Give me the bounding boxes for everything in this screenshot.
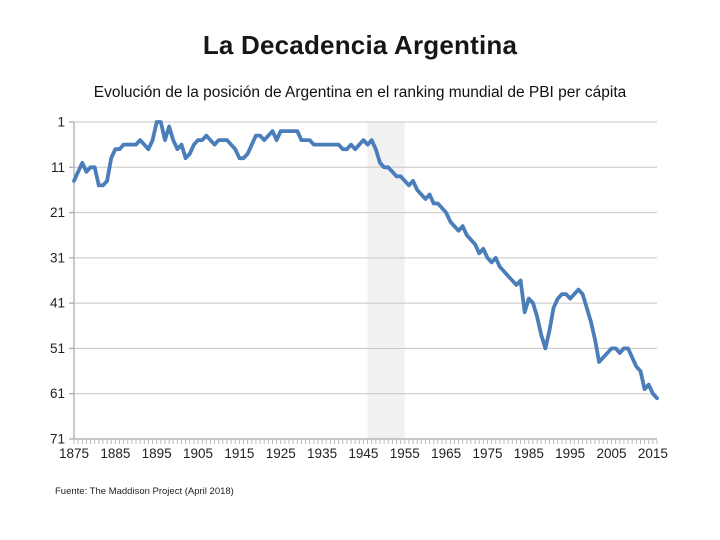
chart-subtitle: Evolución de la posición de Argentina en… bbox=[93, 84, 627, 101]
y-tick-label: 31 bbox=[50, 250, 65, 265]
x-tick-label: 1975 bbox=[472, 446, 502, 461]
x-tick-label: 1885 bbox=[100, 446, 130, 461]
x-tick-label: 1985 bbox=[514, 446, 544, 461]
source-note: Fuente: The Maddison Project (April 2018… bbox=[55, 486, 234, 497]
x-tick-label: 1995 bbox=[555, 446, 585, 461]
x-tick-label: 1875 bbox=[59, 446, 89, 461]
x-tick-label: 1905 bbox=[183, 446, 213, 461]
x-tick-label: 1935 bbox=[307, 446, 337, 461]
x-tick-label: 1965 bbox=[431, 446, 461, 461]
slide-title: La Decadencia Argentina bbox=[202, 30, 518, 60]
y-tick-label: 21 bbox=[50, 205, 65, 220]
highlight-band bbox=[367, 122, 405, 439]
y-tick-label: 71 bbox=[50, 432, 65, 447]
x-tick-label: 2015 bbox=[638, 446, 668, 461]
y-tick-label: 61 bbox=[50, 386, 65, 401]
x-tick-label: 2005 bbox=[596, 446, 626, 461]
y-tick-label: 41 bbox=[50, 296, 65, 311]
y-tick-label: 51 bbox=[50, 341, 65, 356]
x-tick-label: 1945 bbox=[348, 446, 378, 461]
x-tick-label: 1925 bbox=[266, 446, 296, 461]
y-tick-label: 1 bbox=[57, 115, 65, 130]
x-tick-label: 1955 bbox=[390, 446, 420, 461]
y-tick-label: 11 bbox=[51, 160, 65, 175]
x-tick-label: 1895 bbox=[142, 446, 172, 461]
x-tick-label: 1915 bbox=[224, 446, 254, 461]
data-line bbox=[72, 120, 659, 401]
